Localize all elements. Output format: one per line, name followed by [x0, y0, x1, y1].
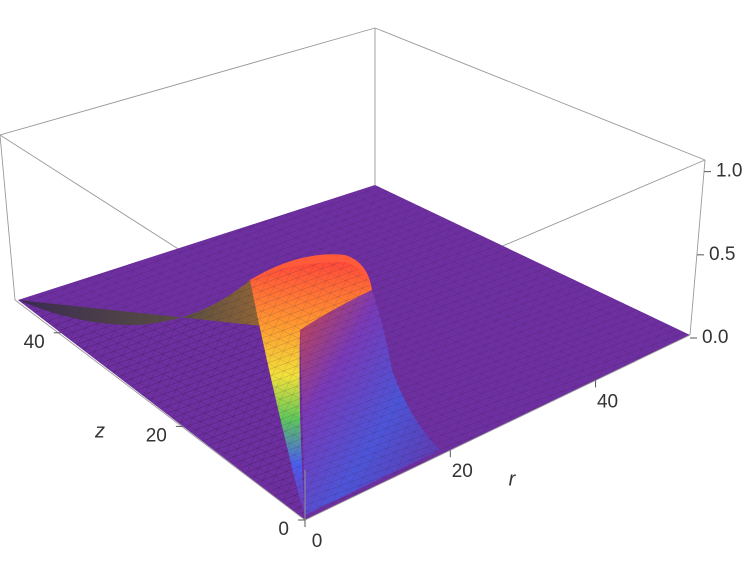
y-tick-label: 40	[24, 332, 45, 353]
z-tick-label: 0.5	[709, 244, 735, 265]
box-front	[14, 159, 706, 521]
surface	[18, 185, 690, 520]
x-tick-label: 20	[452, 461, 473, 482]
y-tick-label: 0	[278, 519, 289, 540]
z-tick-label: 1.0	[716, 161, 742, 182]
x-tick-label: 40	[597, 391, 618, 412]
y-tick-label: 20	[146, 425, 167, 446]
y-axis-label: z	[94, 420, 105, 442]
x-axis-label: r	[509, 468, 517, 490]
x-tick-label: 0	[312, 531, 323, 552]
z-tick-label: 0.0	[702, 327, 728, 348]
